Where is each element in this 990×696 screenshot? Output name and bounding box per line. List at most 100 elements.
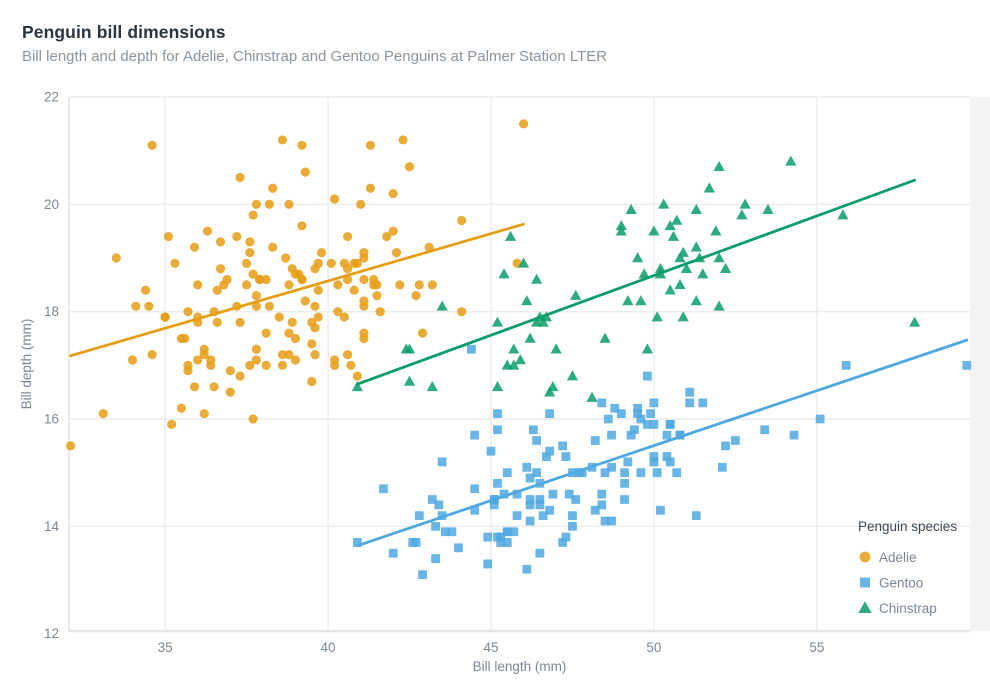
adelie-point[interactable] <box>251 301 261 311</box>
adelie-point[interactable] <box>235 371 245 381</box>
gentoo-point[interactable] <box>789 430 799 440</box>
adelie-point[interactable] <box>343 231 353 242</box>
chinstrap-point[interactable] <box>570 289 582 300</box>
adelie-point[interactable] <box>251 199 261 209</box>
adelie-point[interactable] <box>359 248 369 258</box>
adelie-point[interactable] <box>284 350 294 360</box>
gentoo-point[interactable] <box>662 430 672 440</box>
gentoo-point[interactable] <box>656 505 665 515</box>
chinstrap-point[interactable] <box>530 273 543 284</box>
adelie-point[interactable] <box>163 231 173 242</box>
chinstrap-point[interactable] <box>436 300 448 311</box>
adelie-point[interactable] <box>241 280 252 290</box>
chinstrap-point[interactable] <box>599 332 611 343</box>
chinstrap-point[interactable] <box>544 386 556 397</box>
adelie-point[interactable] <box>365 183 376 193</box>
gentoo-point[interactable] <box>525 500 535 510</box>
adelie-point[interactable] <box>297 274 307 285</box>
adelie-point[interactable] <box>147 140 157 150</box>
chinstrap-point[interactable] <box>426 380 438 392</box>
adelie-point[interactable] <box>313 312 323 322</box>
gentoo-point[interactable] <box>685 398 695 408</box>
adelie-point[interactable] <box>316 248 327 258</box>
gentoo-point[interactable] <box>483 559 493 569</box>
chinstrap-point[interactable] <box>908 316 921 327</box>
adelie-point[interactable] <box>281 253 291 263</box>
adelie-point[interactable] <box>268 242 278 252</box>
adelie-point[interactable] <box>310 301 320 311</box>
adelie-point[interactable] <box>199 409 209 419</box>
adelie-point[interactable] <box>388 189 398 199</box>
adelie-point[interactable] <box>313 258 323 268</box>
adelie-point[interactable] <box>241 258 252 268</box>
gentoo-point[interactable] <box>486 446 496 456</box>
gentoo-point[interactable] <box>512 511 522 521</box>
adelie-point[interactable] <box>518 119 529 129</box>
chinstrap-point[interactable] <box>667 230 680 241</box>
adelie-point[interactable] <box>300 167 310 177</box>
chinstrap-point[interactable] <box>625 203 637 214</box>
chinstrap-point[interactable] <box>651 311 663 322</box>
gentoo-point[interactable] <box>532 468 542 478</box>
adelie-point[interactable] <box>176 403 187 413</box>
gentoo-point[interactable] <box>629 425 639 435</box>
adelie-point[interactable] <box>261 274 271 285</box>
adelie-point[interactable] <box>297 140 307 150</box>
adelie-point[interactable] <box>356 199 366 209</box>
chinstrap-point[interactable] <box>524 332 536 343</box>
adelie-point[interactable] <box>183 360 193 370</box>
chinstrap-point[interactable] <box>690 295 702 306</box>
gentoo-point[interactable] <box>545 409 555 419</box>
chinstrap-point[interactable] <box>498 268 510 279</box>
adelie-point[interactable] <box>375 307 385 317</box>
adelie-point[interactable] <box>199 350 209 360</box>
gentoo-point[interactable] <box>633 409 643 419</box>
adelie-point[interactable] <box>255 274 265 285</box>
adelie-point[interactable] <box>372 280 382 290</box>
gentoo-point[interactable] <box>545 505 555 515</box>
gentoo-point[interactable] <box>685 387 695 397</box>
gentoo-point[interactable] <box>414 511 424 521</box>
gentoo-point[interactable] <box>418 570 427 580</box>
adelie-point[interactable] <box>326 258 336 268</box>
gentoo-point[interactable] <box>620 468 629 478</box>
adelie-point[interactable] <box>417 328 428 338</box>
gentoo-point[interactable] <box>535 500 545 510</box>
gentoo-point[interactable] <box>434 500 444 510</box>
legend-item-chinstrap[interactable]: Chinstrap <box>879 601 937 616</box>
gentoo-point[interactable] <box>665 419 675 429</box>
gentoo-point[interactable] <box>620 495 629 504</box>
chinstrap-point[interactable] <box>491 380 504 392</box>
gentoo-point[interactable] <box>489 500 499 510</box>
adelie-point[interactable] <box>329 355 340 365</box>
adelie-point[interactable] <box>235 317 245 328</box>
adelie-point[interactable] <box>219 280 229 290</box>
adelie-point[interactable] <box>349 285 359 295</box>
chinstrap-point[interactable] <box>508 359 520 370</box>
adelie-point[interactable] <box>349 258 359 268</box>
chinstrap-point[interactable] <box>521 295 533 306</box>
adelie-point[interactable] <box>245 248 255 258</box>
chinstrap-point[interactable] <box>785 155 797 166</box>
adelie-point[interactable] <box>193 355 203 365</box>
gentoo-point[interactable] <box>379 484 388 494</box>
adelie-point[interactable] <box>170 258 180 268</box>
gentoo-point[interactable] <box>597 489 607 499</box>
gentoo-point[interactable] <box>623 457 633 467</box>
chinstrap-point[interactable] <box>638 268 650 279</box>
adelie-point[interactable] <box>189 242 200 252</box>
chinstrap-point[interactable] <box>658 198 670 209</box>
adelie-point[interactable] <box>140 285 151 295</box>
chinstrap-point[interactable] <box>566 370 579 381</box>
adelie-point[interactable] <box>183 307 193 317</box>
adelie-point[interactable] <box>212 317 222 328</box>
adelie-point[interactable] <box>284 199 294 209</box>
gentoo-point[interactable] <box>603 414 613 424</box>
chinstrap-point[interactable] <box>504 230 517 241</box>
gentoo-point[interactable] <box>607 430 616 440</box>
gentoo-point[interactable] <box>600 468 610 478</box>
gentoo-point[interactable] <box>730 436 740 445</box>
adelie-point[interactable] <box>398 135 408 145</box>
chinstrap-point[interactable] <box>703 182 715 193</box>
